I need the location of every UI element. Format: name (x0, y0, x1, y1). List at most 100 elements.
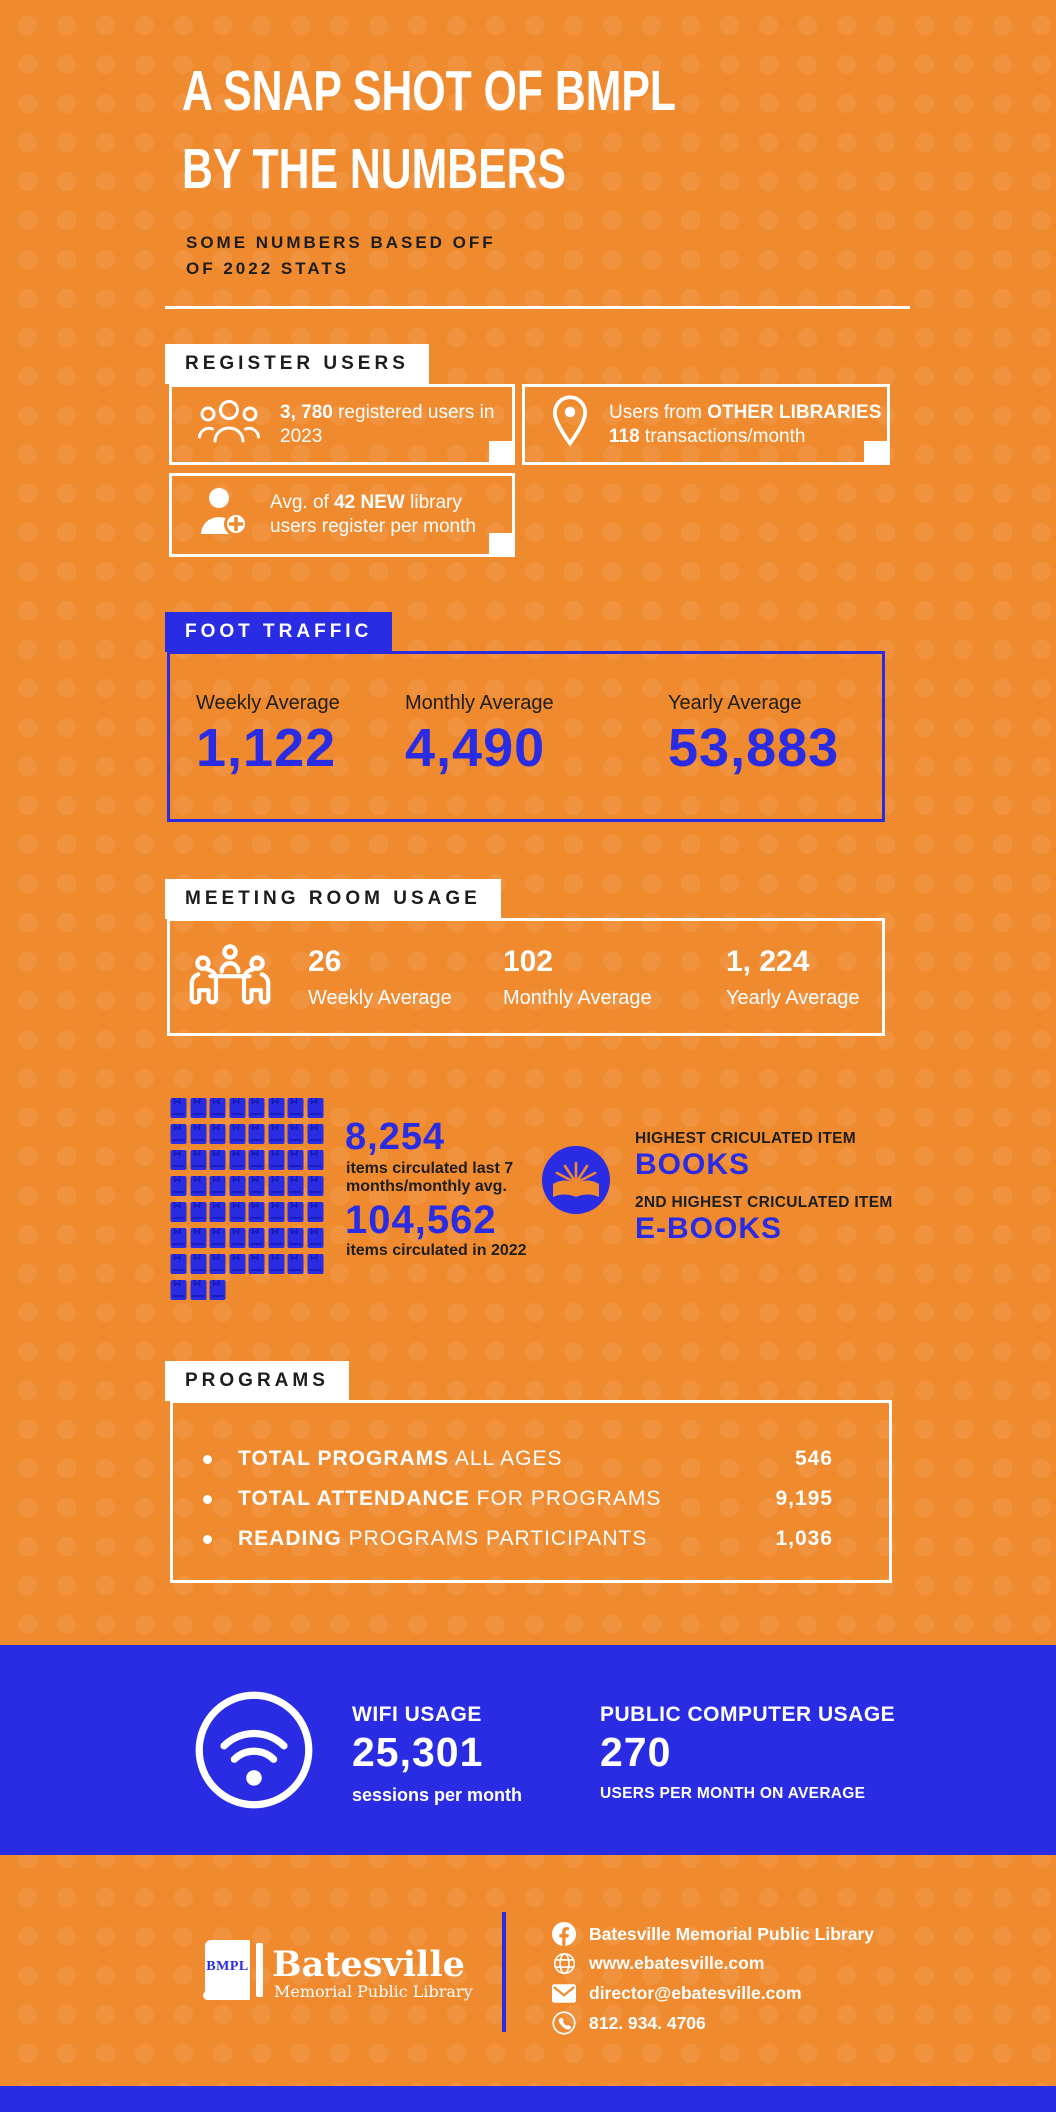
person-add-icon (198, 486, 250, 545)
new-users-number: 42 NEW (334, 492, 405, 513)
new-users-rest: library users register per month (270, 492, 476, 537)
row-text-rest: PROGRAMS PARTICIPANTS (341, 1527, 648, 1550)
logo-pages (256, 1943, 263, 1997)
subtitle-line-1: SOME NUMBERS BASED OFF (186, 233, 496, 252)
foot-traffic-yearly: Yearly Average 53,883 (668, 692, 839, 779)
open-book-icon (542, 1146, 610, 1219)
registered-users-number: 3, 780 (280, 401, 333, 423)
book-icon (268, 1123, 285, 1145)
book-icon (287, 1175, 304, 1197)
programs-row-total-attendance: TOTAL ATTENDANCE FOR PROGRAMS 9,195 (173, 1479, 889, 1519)
highest-circulated-label: HIGHEST CRICULATED ITEM (635, 1130, 857, 1147)
stat-label: Monthly Average (405, 692, 554, 714)
wifi-usage-value: 25,301 (352, 1729, 484, 1775)
meeting-monthly: 102 Monthly Average (503, 945, 652, 1010)
corner-square (489, 533, 515, 557)
row-value: 546 (794, 1447, 833, 1470)
contact-text: Batesville Memorial Public Library (589, 1923, 874, 1944)
book-icon (287, 1149, 304, 1171)
book-icon (209, 1149, 226, 1171)
book-icon (268, 1227, 285, 1249)
contact-website: www.ebatesville.com (552, 1951, 764, 1975)
book-icon (248, 1175, 265, 1197)
registered-users-rest: registered users in 2023 (280, 401, 495, 447)
page-subtitle: SOME NUMBERS BASED OFF OF 2022 STATS (186, 230, 496, 282)
other-libraries-bold: OTHER LIBRARIES (707, 401, 882, 423)
bullet-icon (203, 1494, 212, 1504)
book-icon (190, 1175, 207, 1197)
foot-traffic-box: Weekly Average 1,122 Monthly Average 4,4… (167, 651, 885, 822)
bottom-strip (0, 2086, 1056, 2112)
logo-page-curl (203, 1991, 250, 2000)
book-icon (287, 1201, 304, 1223)
book-icon (229, 1201, 246, 1223)
row-text: TOTAL PROGRAMS ALL AGES (238, 1447, 562, 1471)
facebook-icon (552, 1922, 576, 1946)
contact-text: director@ebatesville.com (589, 1982, 802, 2003)
book-icon (190, 1227, 207, 1249)
book-icon (307, 1097, 324, 1119)
transactions-number: 118 (609, 425, 640, 447)
book-icon (209, 1227, 226, 1249)
meeting-room-box: 26 Weekly Average 102 Monthly Average 1,… (167, 918, 885, 1036)
row-text-bold: TOTAL PROGRAMS (238, 1447, 450, 1470)
second-circulated-label: 2ND HIGHEST CRICULATED ITEM (635, 1194, 893, 1211)
globe-icon (552, 1951, 576, 1975)
book-icon (287, 1097, 304, 1119)
book-icon (170, 1097, 187, 1119)
subtitle-line-2: OF 2022 STATS (186, 259, 350, 278)
new-users-card: Avg. of 42 NEW library users register pe… (169, 473, 515, 557)
stat-value: 1,122 (196, 718, 337, 778)
book-icon (209, 1175, 226, 1197)
book-icon (190, 1201, 207, 1223)
footer-divider (502, 1912, 506, 2032)
programs-row-total-programs: TOTAL PROGRAMS ALL AGES 546 (173, 1439, 889, 1479)
row-text: READING PROGRAMS PARTICIPANTS (238, 1527, 647, 1551)
book-icon (229, 1253, 246, 1275)
stat-label: Weekly Average (308, 987, 452, 1009)
items-circulated-2022-value: 104,562 (345, 1198, 497, 1242)
library-subname: Memorial Public Library (274, 1982, 473, 2001)
stat-label: Yearly Average (668, 692, 802, 714)
other-libraries-text: Users from OTHER LIBRARIES 118 transacti… (609, 401, 881, 449)
meeting-icon (188, 941, 272, 1022)
book-icon (190, 1279, 207, 1301)
row-value: 1,036 (775, 1527, 833, 1550)
book-icon (268, 1097, 285, 1119)
meeting-weekly: 26 Weekly Average (308, 945, 452, 1010)
book-icon (190, 1097, 207, 1119)
stat-label: Monthly Average (503, 987, 652, 1009)
book-icon (229, 1227, 246, 1249)
book-icon (229, 1149, 246, 1171)
book-icon (229, 1175, 246, 1197)
row-text-bold: READING (238, 1527, 342, 1550)
programs-label: PROGRAMS (165, 1361, 349, 1401)
stat-label: Weekly Average (196, 692, 340, 714)
stat-label: Yearly Average (726, 987, 860, 1009)
contact-facebook: Batesville Memorial Public Library (552, 1922, 874, 1946)
book-icon (190, 1123, 207, 1145)
book-icon (209, 1123, 226, 1145)
stat-value: 26 (308, 945, 342, 978)
row-text-rest: ALL AGES (449, 1447, 563, 1470)
row-value: 9,195 (775, 1487, 833, 1510)
new-users-pre: Avg. of (270, 492, 335, 513)
contact-text: 812. 934. 4706 (589, 2012, 706, 2033)
book-icon (248, 1253, 265, 1275)
book-icon (170, 1201, 187, 1223)
book-icon (307, 1227, 324, 1249)
register-users-label: REGISTER USERS (165, 344, 429, 384)
programs-row-reading-participants: READING PROGRAMS PARTICIPANTS 1,036 (173, 1519, 889, 1559)
book-icon (248, 1123, 265, 1145)
book-icon (190, 1253, 207, 1275)
book-icon (307, 1149, 324, 1171)
book-icon (307, 1175, 324, 1197)
programs-box: TOTAL PROGRAMS ALL AGES 546 TOTAL ATTEND… (170, 1400, 892, 1583)
book-icon (287, 1227, 304, 1249)
book-icon (229, 1097, 246, 1119)
registered-users-card: 3, 780 registered users in 2023 (169, 384, 515, 465)
bullet-icon (203, 1534, 212, 1544)
header-divider (165, 306, 910, 309)
stat-value: 4,490 (405, 718, 546, 778)
page-title: A SNAP SHOT OF BMPL BY THE NUMBERS (182, 52, 841, 208)
